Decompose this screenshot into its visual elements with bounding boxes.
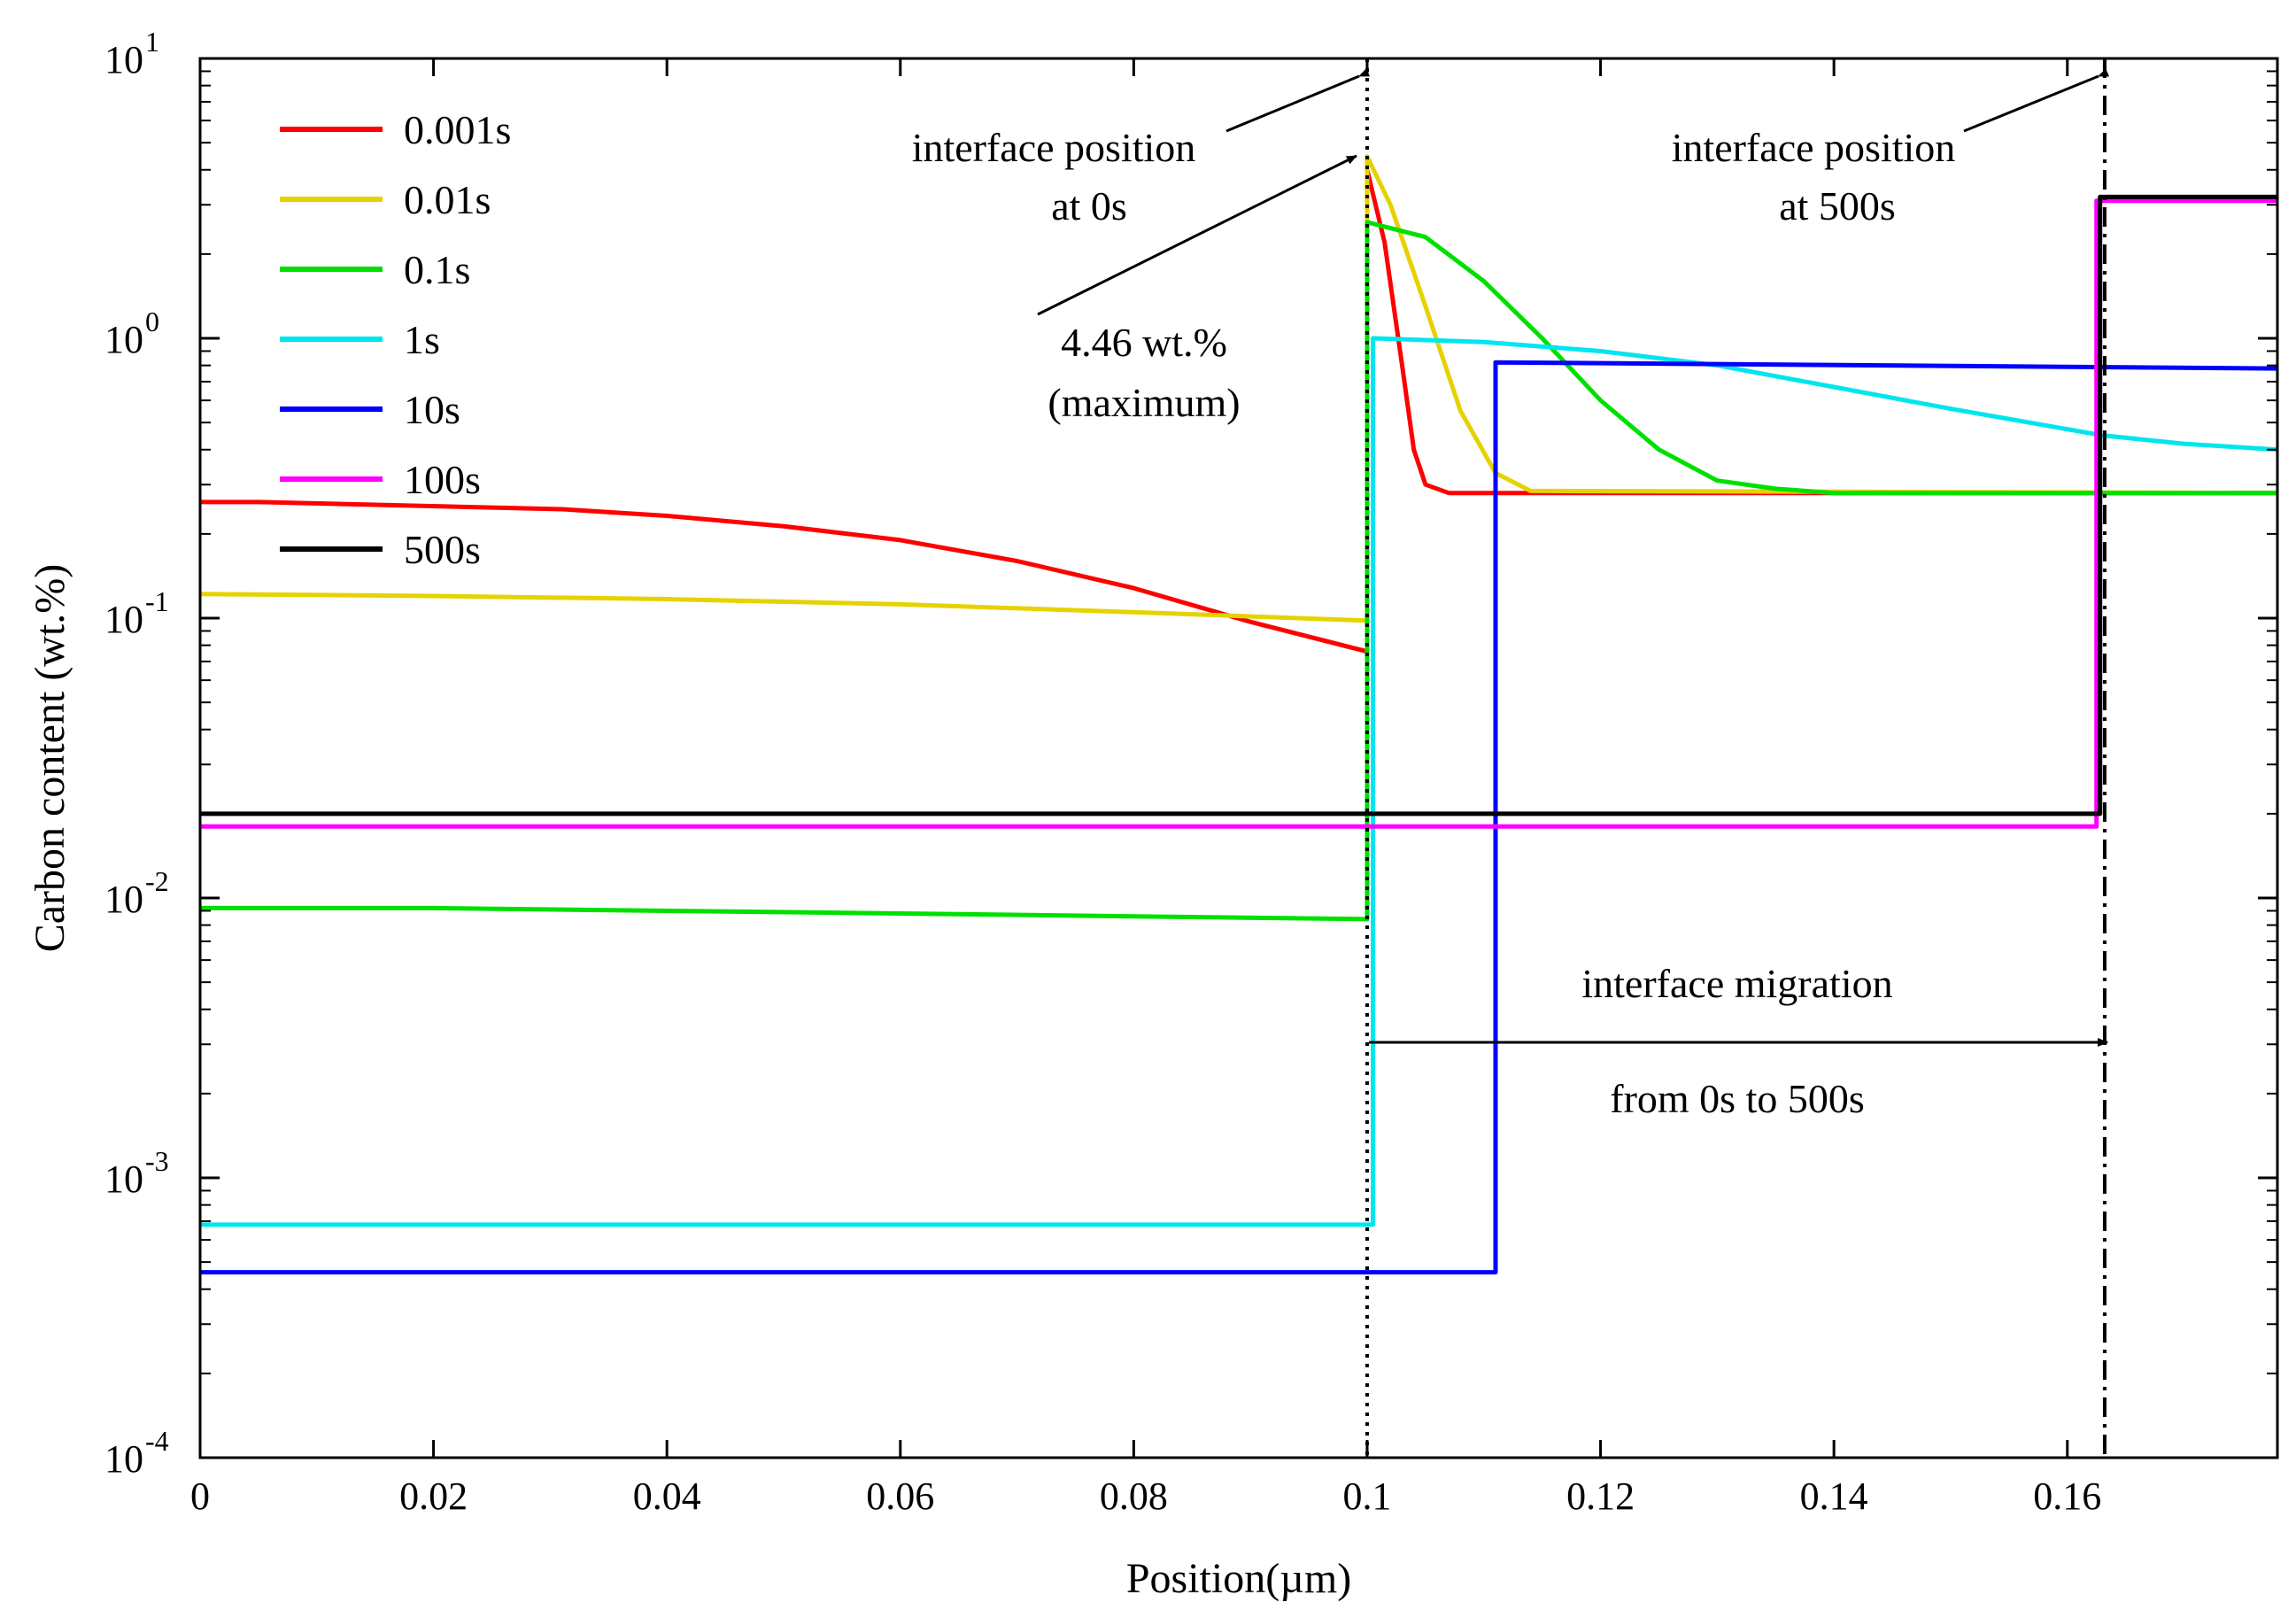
series-line-500s [200, 194, 2277, 817]
legend-label-0.001s: 0.001s [404, 107, 511, 152]
y-tick-label: 10 [104, 318, 143, 361]
y-tick-label-exponent: -3 [145, 1145, 169, 1177]
x-tick-label: 0.02 [399, 1475, 468, 1518]
x-tick-label: 0.16 [2033, 1475, 2101, 1518]
legend-label-10s: 10s [404, 387, 460, 432]
maximum-label-line1: 4.46 wt.% [1061, 320, 1227, 365]
y-tick-label: 10 [104, 878, 143, 921]
y-tick-label-exponent: -4 [145, 1425, 169, 1457]
annotations: interface position at 0s interface posit… [912, 68, 2110, 1121]
interface-0s-arrow [1225, 68, 1371, 133]
x-tick-label: 0.12 [1566, 1475, 1635, 1518]
plot-frame [198, 57, 2279, 1459]
interface-0s-label-line1: interface position [912, 125, 1196, 170]
interface-500s-label-line1: interface position [1672, 125, 1956, 170]
x-tick-label: 0.1 [1342, 1475, 1391, 1518]
maximum-arrow [1037, 154, 1357, 316]
y-tick-label-exponent: -2 [145, 865, 169, 897]
y-tick-label: 10 [104, 598, 143, 641]
y-axis-title: Carbon content (wt.%) [27, 564, 73, 953]
interface-0s-label-line2: at 0s [1051, 183, 1127, 228]
x-tick-label: 0 [190, 1475, 210, 1518]
series-line-100s [200, 198, 2277, 829]
x-tick-label: 0.08 [1100, 1475, 1168, 1518]
interface-500s-label-line2: at 500s [1779, 183, 1896, 228]
y-tick-label-exponent: -1 [145, 585, 169, 617]
x-tick-label: 0.06 [866, 1475, 934, 1518]
y-tick-label: 10 [104, 1437, 143, 1481]
y-tick-label-exponent: 0 [145, 306, 159, 337]
maximum-label-line2: (maximum) [1048, 380, 1240, 425]
legend-label-500s: 500s [404, 527, 481, 572]
interface-500s-arrow [1963, 68, 2110, 133]
legend-label-1s: 1s [404, 317, 440, 362]
migration-label-line2: from 0s to 500s [1610, 1076, 1865, 1121]
series-line-10s [200, 360, 2277, 1275]
series-line-0.1s [200, 220, 2277, 922]
y-tick-label: 10 [104, 1157, 143, 1201]
x-axis-title: Position(µm) [1126, 1555, 1351, 1602]
series-line-1s [200, 336, 2277, 1227]
legend-label-0.01s: 0.01s [404, 177, 491, 222]
x-tick-label: 0.04 [633, 1475, 701, 1518]
y-tick-label: 10 [104, 38, 143, 81]
x-tick-label: 0.14 [1800, 1475, 1868, 1518]
legend-label-0.1s: 0.1s [404, 247, 470, 292]
legend: 0.001s 0.01s 0.1s 1s 10s 100s 500s [280, 107, 511, 572]
y-tick-label-exponent: 1 [145, 26, 159, 58]
series-line-0.001s [200, 167, 2277, 654]
migration-label-line1: interface migration [1581, 961, 1892, 1006]
legend-label-100s: 100s [404, 457, 481, 502]
